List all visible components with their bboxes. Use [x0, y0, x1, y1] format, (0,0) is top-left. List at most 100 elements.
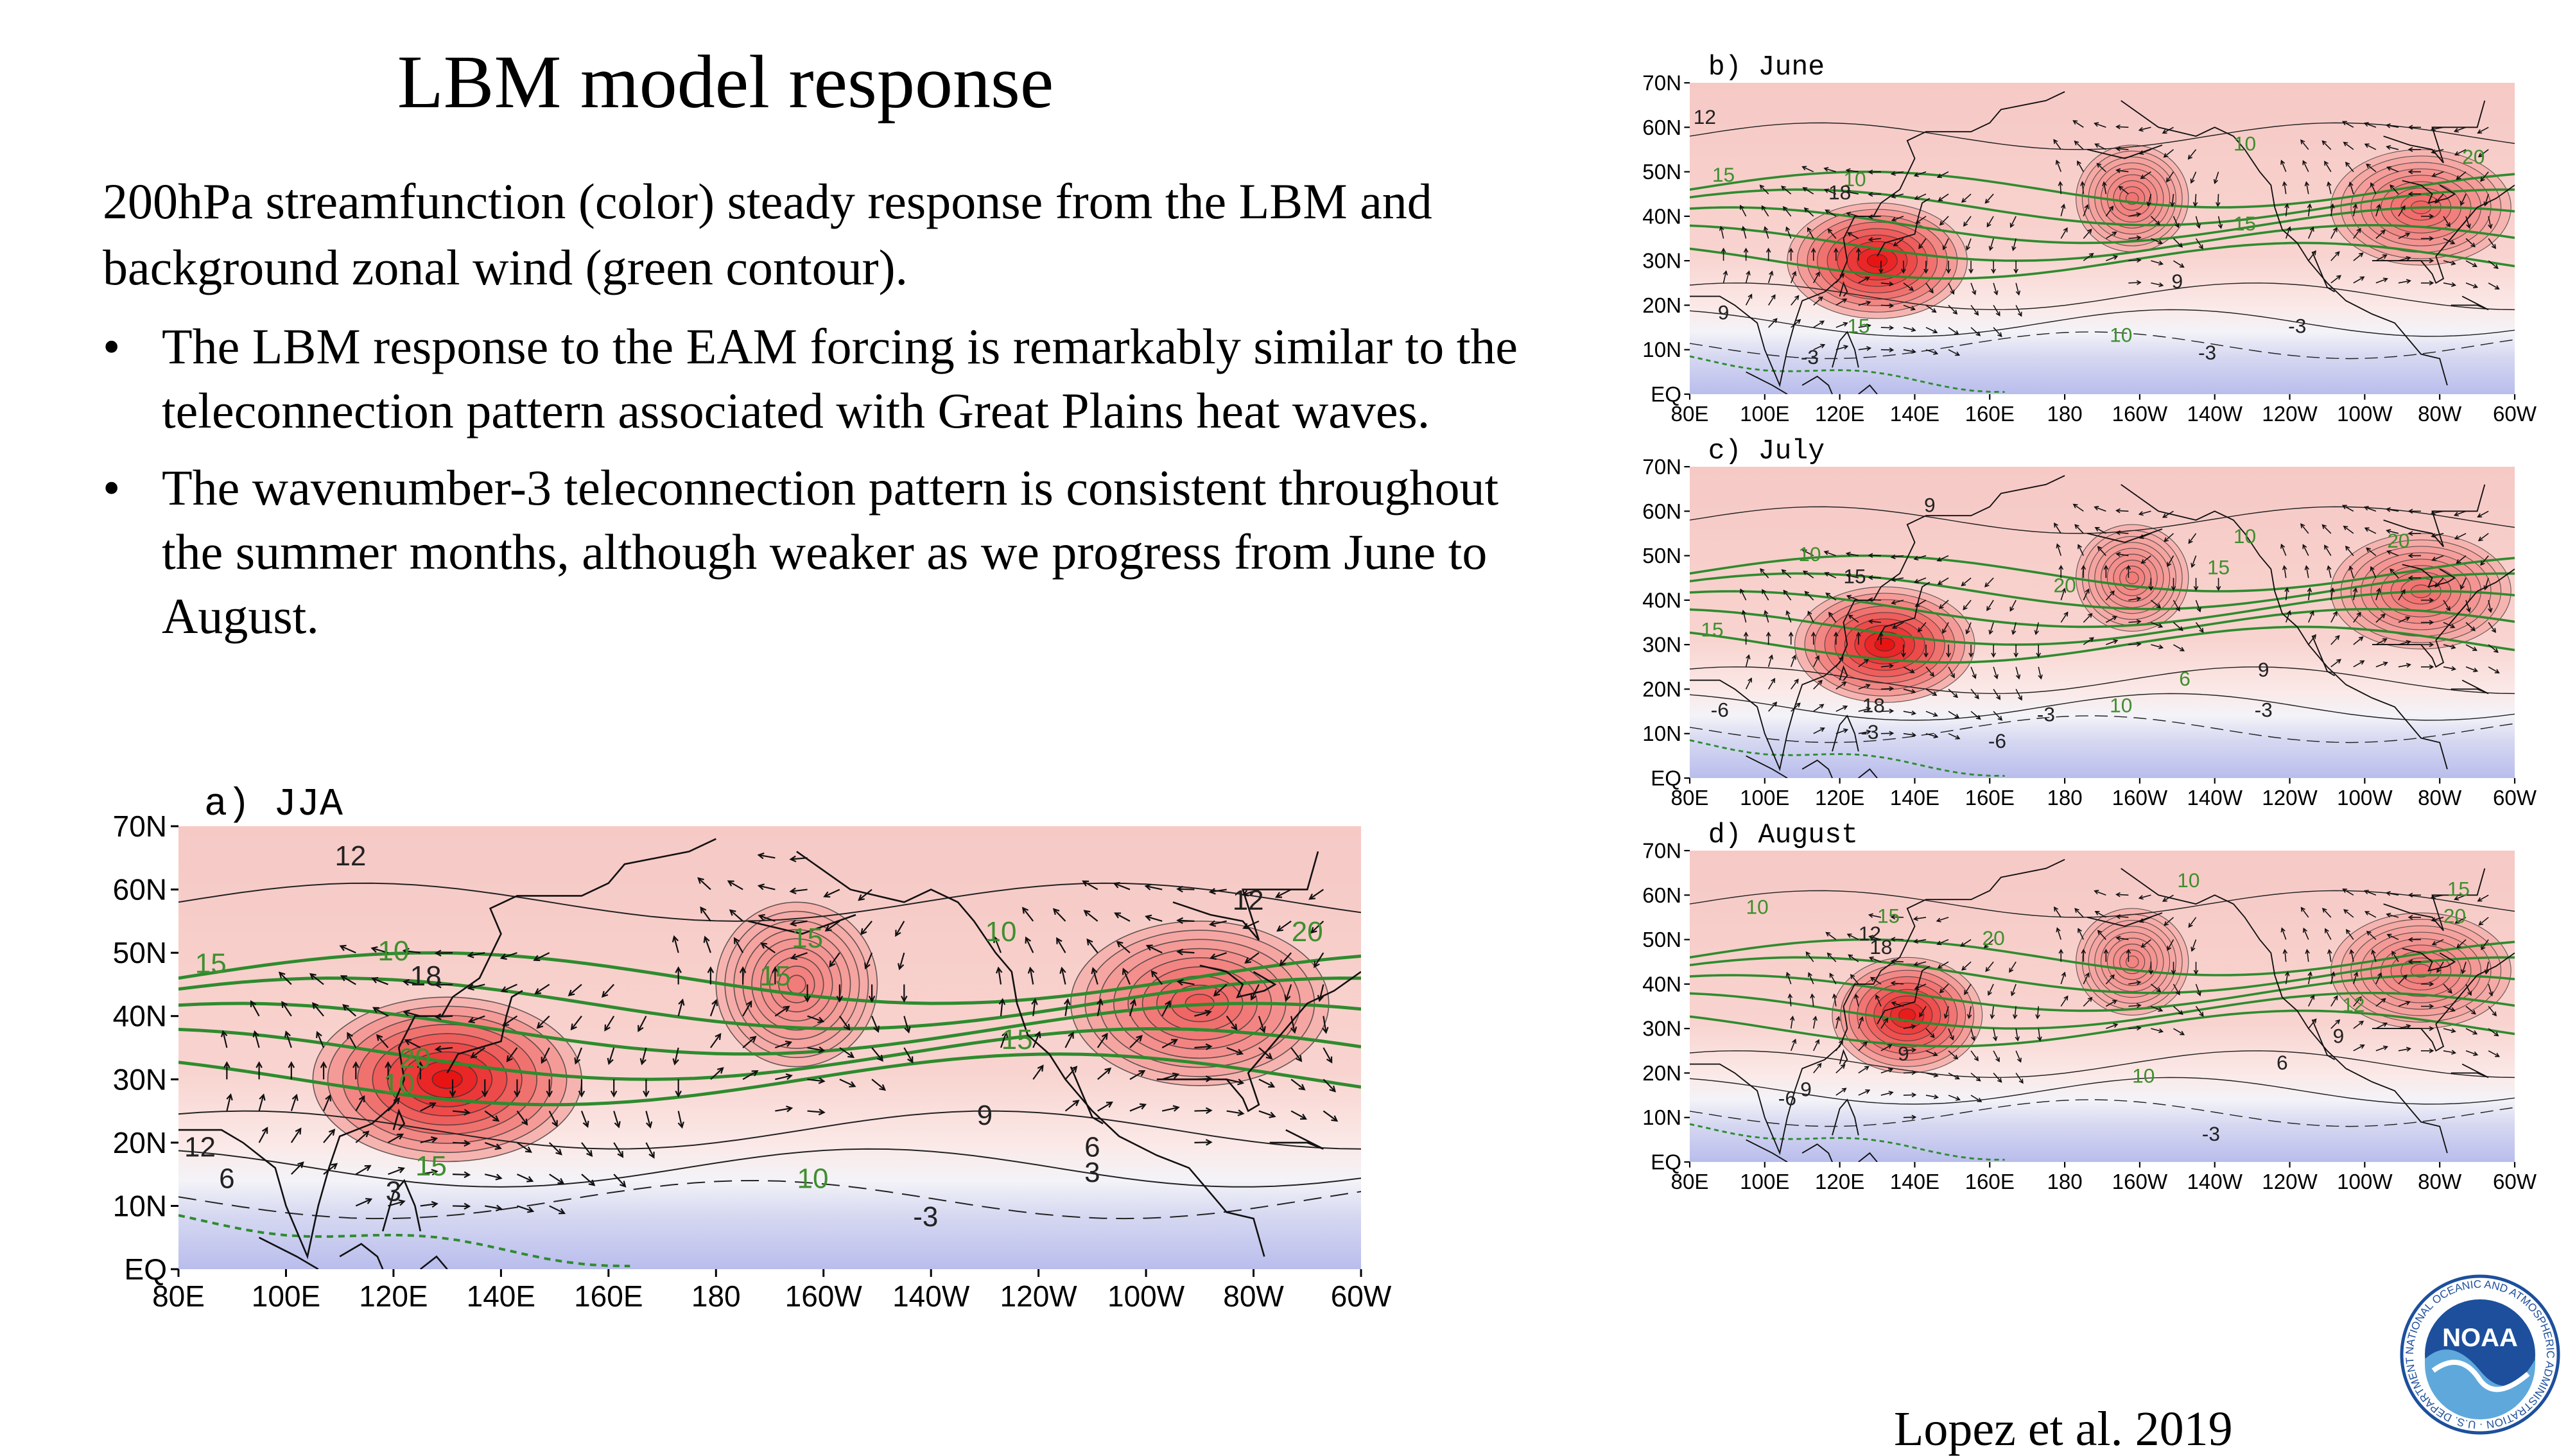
y-tick-label: EQ: [1651, 1151, 1681, 1175]
wind-contour-label: 20: [2053, 573, 2076, 596]
x-tick-label: 180: [2047, 403, 2082, 426]
y-tick-label: 60N: [1642, 884, 1681, 908]
x-tick-label: 140E: [1890, 1170, 1939, 1194]
streamfunction-contour-label: 3: [386, 1175, 401, 1207]
y-tick-label: 60N: [1642, 116, 1681, 140]
lead-paragraph: 200hPa streamfunction (color) steady res…: [103, 173, 1432, 295]
streamfunction-contour-label: 12: [1694, 105, 1716, 128]
y-tick-label: 20N: [1642, 294, 1681, 318]
x-tick-label: 140W: [2187, 786, 2243, 810]
slide-title: LBM model response: [397, 40, 1054, 124]
streamfunction-contour-label: 3: [1084, 1157, 1100, 1188]
x-tick-label: 160E: [1965, 1170, 2015, 1194]
noaa-logo-graphic: NATIONAL OCEANIC AND ATMOSPHERIC ADMINIS…: [2395, 1265, 2560, 1435]
y-tick-label: 20N: [1642, 678, 1681, 702]
y-tick-label: 20N: [113, 1126, 167, 1159]
y-tick-label: 70N: [113, 810, 167, 843]
bullet-dot-icon: •: [103, 460, 121, 516]
x-tick-label: 180: [2047, 786, 2082, 810]
x-tick-label: 160W: [2112, 1170, 2168, 1194]
x-tick-label: 60W: [2493, 1170, 2537, 1194]
streamfunction-center-1: [1794, 586, 1975, 703]
y-tick-label: 60N: [113, 873, 167, 906]
y-tick-label: 10N: [1642, 1106, 1681, 1130]
wind-contour-label: 10: [2234, 132, 2256, 155]
x-tick-label: 160E: [1965, 403, 2015, 426]
y-tick-label: 30N: [1642, 1018, 1681, 1041]
y-tick-label: 40N: [113, 1000, 167, 1033]
y-tick-label: 50N: [113, 936, 167, 969]
x-tick-label: 140W: [892, 1279, 970, 1313]
streamfunction-center-1: [1832, 957, 1983, 1074]
y-tick-label: 10N: [1642, 722, 1681, 746]
wind-contour-label: 15: [415, 1150, 447, 1182]
wind-contour-label: 20: [1292, 916, 1323, 948]
wind-contour-label: 20: [2443, 904, 2466, 927]
x-tick-label: 80E: [1671, 403, 1709, 426]
x-tick-label: 140E: [1890, 403, 1939, 426]
wind-contour-label: 10: [383, 1068, 415, 1100]
noaa-logo-icon: NATIONAL OCEANIC AND ATMOSPHERIC ADMINIS…: [2395, 1265, 2560, 1438]
y-tick-label: 30N: [113, 1062, 167, 1096]
streamfunction-contour-label: 15: [1843, 565, 1866, 588]
streamfunction-contour-label: 9: [2258, 658, 2269, 681]
bullet-item-wavenumber-3: • The wavenumber-3 teleconnection patter…: [103, 456, 1554, 648]
wind-contour-label: 20: [1982, 926, 2004, 949]
x-tick-label: 180: [691, 1279, 741, 1313]
x-tick-label: 140E: [1890, 786, 1939, 810]
streamfunction-contour-label: 9: [2172, 270, 2183, 293]
wind-contour-label: 15: [2207, 556, 2230, 579]
x-tick-label: 80W: [1223, 1279, 1284, 1313]
wind-contour-label: 15: [1002, 1024, 1033, 1055]
x-tick-label: 100W: [2337, 786, 2393, 810]
x-tick-label: 100E: [1740, 1170, 1789, 1194]
x-tick-label: 120E: [359, 1279, 428, 1313]
logo-text: NOAA: [2442, 1324, 2518, 1352]
wind-contour-label: 15: [1877, 904, 1900, 927]
streamfunction-contour-label: -3: [2288, 314, 2306, 337]
panel-label: b) June: [1708, 51, 1825, 83]
y-tick-label: EQ: [1651, 767, 1681, 791]
streamfunction-contour-label: 9: [1800, 1078, 1812, 1101]
streamfunction-contour-label: -3: [1801, 345, 1819, 368]
wind-contour-label: 10: [2110, 323, 2132, 346]
y-tick-label: 40N: [1642, 973, 1681, 996]
x-tick-label: 100W: [2337, 1170, 2393, 1194]
streamfunction-contour-label: -3: [2255, 698, 2273, 721]
panel-label: c) July: [1708, 435, 1825, 467]
streamfunction-contour-label: -6: [1988, 729, 2006, 752]
x-tick-label: 160W: [2112, 786, 2168, 810]
streamfunction-center-2: [2076, 144, 2189, 252]
y-tick-label: EQ: [125, 1252, 167, 1286]
wind-vectors: [220, 852, 1339, 1215]
streamfunction-contour-label: 9: [1898, 1042, 1909, 1065]
streamfunction-contour-label: 12: [1233, 885, 1264, 916]
bullet-text: The wavenumber-3 teleconnection pattern …: [162, 460, 1499, 644]
coastlines: [178, 838, 1361, 1269]
wind-contour-label: 15: [792, 923, 823, 954]
wind-vectors: [1785, 888, 2501, 1120]
streamfunction-contour-label: 18: [410, 960, 442, 992]
y-tick-label: 40N: [1642, 205, 1681, 229]
bullet-text: The LBM response to the EAM forcing is r…: [162, 318, 1518, 438]
citation: Lopez et al. 2019: [1894, 1402, 2233, 1456]
streamfunction-contour-label: 9: [2333, 1024, 2345, 1047]
y-tick-label: 10N: [1642, 338, 1681, 362]
x-tick-label: 80W: [2418, 1170, 2462, 1194]
streamfunction-contour-label: 9: [1718, 301, 1730, 324]
wind-contour-label: 15: [759, 960, 791, 992]
wind-vectors: [1740, 503, 2500, 740]
streamfunction-contour-label: 9: [1924, 494, 1936, 517]
y-tick-label: 70N: [1642, 456, 1681, 480]
y-tick-label: 20N: [1642, 1062, 1681, 1086]
streamfunction-contour-label: 12: [1859, 922, 1881, 945]
wind-contour-label: 15: [1712, 163, 1735, 186]
wind-contour-label: 20: [399, 1043, 431, 1074]
panel-august: 10 12 15 18 20 9 -6 9 -3 6 9 12 10 10 15 20 80E 100E 120E 1…: [1631, 813, 2542, 1198]
panel-label: a) JJA: [204, 783, 343, 827]
y-tick-label: 40N: [1642, 589, 1681, 612]
x-tick-label: 120E: [1815, 1170, 1864, 1194]
